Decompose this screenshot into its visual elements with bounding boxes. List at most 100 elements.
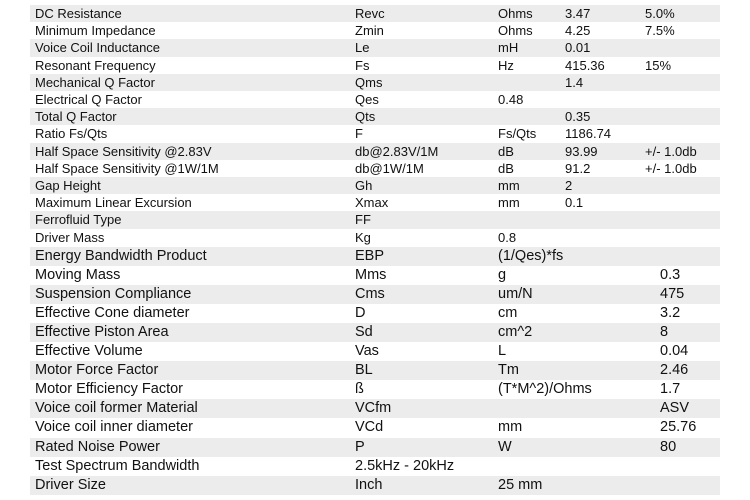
cell-value: 8 — [660, 323, 669, 340]
cell-param: Ferrofluid Type — [35, 212, 122, 228]
cell-symbol: Qes — [355, 92, 379, 107]
cell-param: Rated Noise Power — [35, 438, 160, 455]
cell-value: 2.46 — [660, 362, 689, 379]
cell-symbol: Cms — [355, 285, 385, 302]
spec-row: Half Space Sensitivity @2.83V db@2.83V/1M… — [30, 142, 720, 160]
cell-param: DC Resistance — [35, 6, 122, 21]
cell-symbol: db@1W/1M — [355, 160, 424, 176]
cell-symbol: FF — [355, 212, 371, 228]
spec-row: Resonant Frequency Fs Hz 415.36 15% — [30, 57, 720, 74]
cell-symbol: Vas — [355, 343, 379, 359]
cell-unit: mm — [498, 419, 523, 436]
cell-value: 4.25 — [565, 23, 591, 39]
cell-note: +/- 1.0db — [645, 160, 697, 176]
spec-row: Ferrofluid Type FF — [30, 211, 720, 229]
spec-row: Maximum Linear Excursion Xmax mm 0.1 — [30, 194, 720, 211]
cell-value: 3.47 — [565, 6, 591, 21]
spec-row: Total Q Factor Qts 0.35 — [30, 108, 720, 126]
cell-unit: g — [498, 266, 507, 283]
cell-value: 91.2 — [565, 160, 591, 176]
cell-symbol: Inch — [355, 476, 383, 493]
cell-value: 93.99 — [565, 143, 598, 159]
cell-symbol: VCfm — [355, 400, 392, 417]
cell-value: 415.36 — [565, 57, 605, 73]
cell-value: 0.1 — [565, 195, 584, 211]
cell-value: 1.7 — [660, 381, 681, 398]
spec-row: DC Resistance Revc Ohms 3.47 5.0% — [30, 5, 720, 23]
cell-value: 0.35 — [565, 109, 591, 125]
cell-symbol: EBP — [355, 247, 385, 264]
spec-row: Driver Mass Kg 0.8 — [30, 229, 720, 246]
cell-param: Moving Mass — [35, 266, 121, 283]
cell-unit: cm — [498, 304, 518, 321]
cell-symbol: Le — [355, 40, 370, 56]
cell-param: Voice coil inner diameter — [35, 419, 193, 436]
spec-row: Effective Volume Vas L 0.04 — [30, 342, 720, 361]
spec-row: Voice coil former Material VCfm ASV — [30, 399, 720, 419]
cell-symbol: Kg — [355, 229, 371, 245]
cell-param: Effective Volume — [35, 343, 143, 359]
cell-symbol: 2.5kHz - 20kHz — [355, 457, 455, 474]
cell-param: Maximum Linear Excursion — [35, 195, 192, 211]
spec-row: Energy Bandwidth Product EBP (1/Qes)*fs — [30, 246, 720, 266]
spec-row: Driver Size Inch 25 mm — [30, 475, 720, 495]
cell-param: Effective Piston Area — [35, 323, 169, 340]
cell-param: Gap Height — [35, 178, 101, 193]
spec-row: Effective Piston Area Sd cm^2 8 — [30, 322, 720, 342]
cell-param: Motor Force Factor — [35, 362, 159, 379]
cell-unit: um/N — [498, 285, 533, 302]
cell-symbol: Qts — [355, 109, 376, 125]
cell-value: 25.76 — [660, 419, 697, 436]
cell-symbol: F — [355, 126, 363, 142]
cell-param: Effective Cone diameter — [35, 304, 190, 321]
spec-row: Mechanical Q Factor Qms 1.4 — [30, 73, 720, 91]
cell-symbol: ß — [355, 381, 364, 398]
cell-param: Test Spectrum Bandwidth — [35, 457, 200, 474]
cell-param: Electrical Q Factor — [35, 92, 142, 107]
cell-param: Voice coil former Material — [35, 400, 198, 417]
cell-unit: (1/Qes)*fs — [498, 247, 564, 264]
cell-symbol: Mms — [355, 266, 387, 283]
cell-value: 2 — [565, 178, 573, 193]
cell-value: 1186.74 — [565, 126, 612, 142]
cell-value: 80 — [660, 438, 677, 455]
cell-note: 15% — [645, 57, 672, 73]
spec-row: Motor Force Factor BL Tm 2.46 — [30, 361, 720, 381]
cell-value: 475 — [660, 285, 685, 302]
spec-row: Voice Coil Inductance Le mH 0.01 — [30, 39, 720, 57]
cell-symbol: Gh — [355, 178, 373, 193]
spec-row: Motor Efficiency Factor ß (T*M^2)/Ohms 1.7 — [30, 380, 720, 399]
cell-param: Resonant Frequency — [35, 57, 156, 73]
cell-value: 1.4 — [565, 74, 584, 90]
cell-note: 7.5% — [645, 23, 675, 39]
cell-symbol: Fs — [355, 57, 370, 73]
cell-param: Suspension Compliance — [35, 285, 192, 302]
cell-param: Ratio Fs/Qts — [35, 126, 108, 142]
cell-unit: cm^2 — [498, 323, 533, 340]
spec-row: Gap Height Gh mm 2 — [30, 177, 720, 195]
cell-unit: mm — [498, 178, 520, 193]
cell-unit: W — [498, 438, 512, 455]
cell-unit: 25 mm — [498, 476, 543, 493]
cell-symbol: Zmin — [355, 23, 384, 39]
cell-param: Minimum Impedance — [35, 23, 156, 39]
cell-param: Total Q Factor — [35, 109, 117, 125]
spec-row: Voice coil inner diameter VCd mm 25.76 — [30, 418, 720, 437]
cell-unit: Ohms — [498, 6, 533, 21]
cell-symbol: D — [355, 304, 366, 321]
cell-value: 0.01 — [565, 40, 591, 56]
cell-symbol: Sd — [355, 323, 373, 340]
cell-symbol: Qms — [355, 74, 383, 90]
cell-param: Driver Size — [35, 476, 106, 493]
cell-param: Voice Coil Inductance — [35, 40, 161, 56]
spec-row: Test Spectrum Bandwidth 2.5kHz - 20kHz — [30, 457, 720, 476]
cell-param: Mechanical Q Factor — [35, 74, 155, 90]
cell-value: ASV — [660, 400, 690, 417]
spec-row: Rated Noise Power P W 80 — [30, 437, 720, 457]
cell-unit: Hz — [498, 57, 514, 73]
cell-unit: 0.8 — [498, 229, 517, 245]
cell-note: +/- 1.0db — [645, 143, 697, 159]
cell-param: Motor Efficiency Factor — [35, 381, 184, 398]
cell-symbol: P — [355, 438, 365, 455]
